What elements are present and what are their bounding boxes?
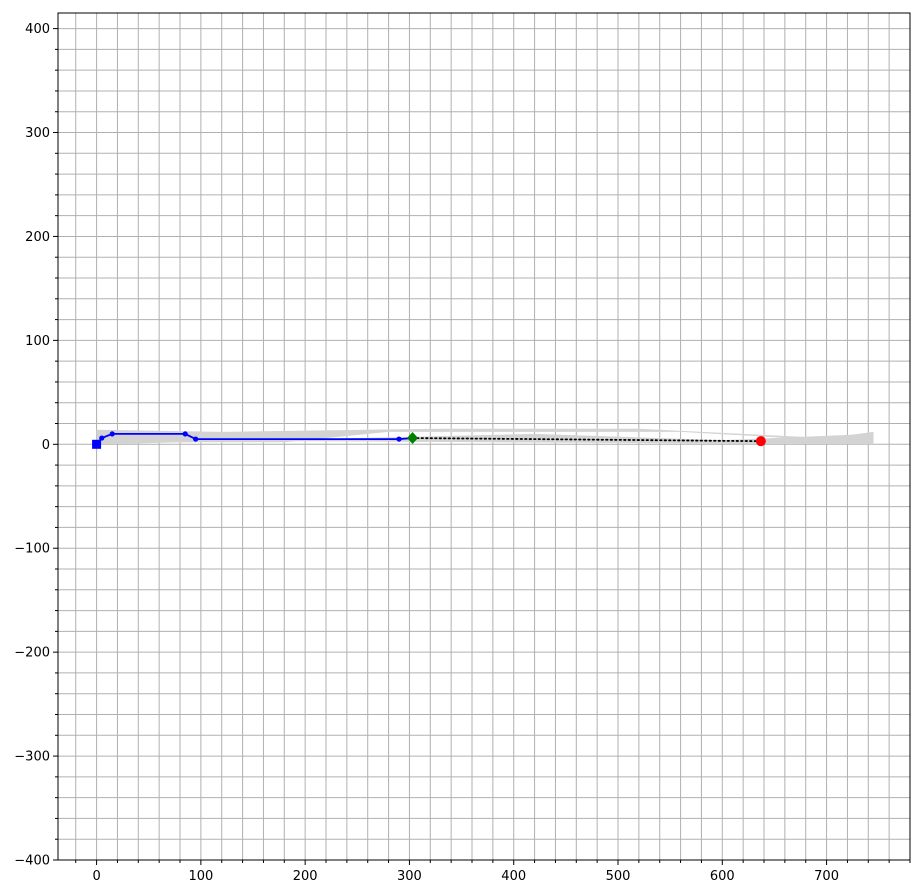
y-tick-label: 200 [25,230,50,245]
current-marker [407,432,419,445]
plot-frame [57,12,911,861]
y-tick-label: 0 [42,438,50,453]
x-tick-label: 100 [188,869,213,884]
path-point [109,431,115,437]
path-point [99,435,105,441]
path-point [193,436,199,442]
x-tick-label: 200 [293,869,318,884]
x-tick-label: 600 [710,869,735,884]
target-marker [755,436,766,447]
y-tick-label: −100 [14,542,50,557]
y-tick-label: 400 [25,22,50,37]
x-tick-label: 0 [92,869,100,884]
x-tick-label: 400 [501,869,526,884]
path-point [182,431,188,437]
axis-ticks: 0 100 200 300 400 500 600 700 −400 −300 −200 −100 0 1… [14,22,911,884]
y-tick-label: 100 [25,334,50,349]
x-tick-label: 700 [814,869,839,884]
special-markers [92,432,766,449]
y-tick-label: −200 [14,646,50,661]
y-tick-label: 300 [25,126,50,141]
y-tick-label: −300 [14,750,50,765]
start-marker [92,439,102,449]
y-tick-label: −400 [14,854,50,869]
x-tick-label: 500 [606,869,631,884]
guide-line [411,437,762,443]
x-tick-label: 300 [397,869,422,884]
path-point [396,436,402,442]
